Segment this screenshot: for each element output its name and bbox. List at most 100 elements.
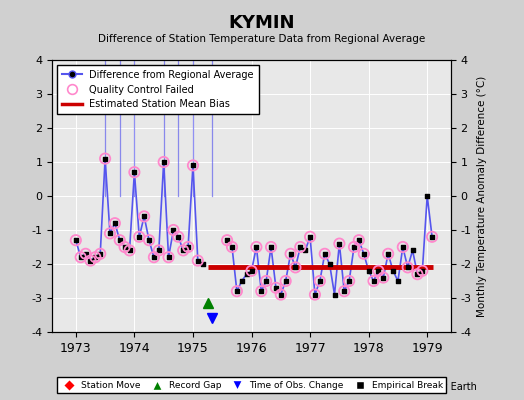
Legend: Station Move, Record Gap, Time of Obs. Change, Empirical Break: Station Move, Record Gap, Time of Obs. C… <box>57 377 446 394</box>
Point <box>296 244 304 250</box>
Point <box>199 261 207 267</box>
Point <box>165 254 173 260</box>
Point <box>91 254 100 260</box>
Point <box>350 244 358 250</box>
Point <box>77 254 85 260</box>
Point <box>335 240 344 247</box>
Point <box>228 244 236 250</box>
Point <box>321 250 329 257</box>
Y-axis label: Monthly Temperature Anomaly Difference (°C): Monthly Temperature Anomaly Difference (… <box>477 75 487 317</box>
Text: KYMIN: KYMIN <box>229 14 295 32</box>
Point <box>291 264 300 270</box>
Point <box>369 278 378 284</box>
Point <box>247 268 256 274</box>
Point <box>111 220 119 226</box>
Point <box>106 230 114 236</box>
Point <box>165 254 173 260</box>
Point <box>345 278 353 284</box>
Point <box>155 247 163 254</box>
Point <box>96 250 104 257</box>
Text: Difference of Station Temperature Data from Regional Average: Difference of Station Temperature Data f… <box>99 34 425 44</box>
Point <box>374 268 383 274</box>
Point <box>96 250 104 257</box>
Point <box>413 271 422 278</box>
Point <box>287 250 295 257</box>
Point <box>233 288 241 294</box>
Point <box>91 254 100 260</box>
Point <box>72 237 80 243</box>
Point <box>237 278 246 284</box>
Point <box>223 237 231 243</box>
Point <box>267 244 275 250</box>
Legend: Difference from Regional Average, Quality Control Failed, Estimated Station Mean: Difference from Regional Average, Qualit… <box>57 65 259 114</box>
Point <box>174 234 182 240</box>
Point <box>262 278 270 284</box>
Point <box>272 285 280 291</box>
Point <box>111 220 119 226</box>
Text: Berkeley Earth: Berkeley Earth <box>405 382 477 392</box>
Point <box>257 288 266 294</box>
Point <box>428 234 436 240</box>
Point <box>135 234 144 240</box>
Point <box>340 288 348 294</box>
Point <box>311 291 319 298</box>
Point <box>315 278 324 284</box>
Point <box>399 244 407 250</box>
Point <box>345 278 353 284</box>
Point <box>243 271 251 278</box>
Point <box>194 258 202 264</box>
Point <box>81 250 90 257</box>
Point <box>125 247 134 254</box>
Point <box>140 213 148 220</box>
Point <box>86 258 95 264</box>
Point <box>403 264 412 270</box>
Point <box>169 227 178 233</box>
Point <box>179 247 188 254</box>
Point <box>184 244 192 250</box>
Point <box>330 291 339 298</box>
Point <box>223 237 231 243</box>
Point <box>262 278 270 284</box>
Point <box>267 244 275 250</box>
Point <box>140 213 148 220</box>
Point <box>145 237 153 243</box>
Point <box>155 247 163 254</box>
Point <box>384 250 392 257</box>
Point <box>379 274 387 281</box>
Point <box>315 278 324 284</box>
Point <box>394 278 402 284</box>
Point <box>101 155 110 162</box>
Point <box>384 250 392 257</box>
Point <box>277 291 285 298</box>
Point <box>311 291 319 298</box>
Point <box>355 237 363 243</box>
Point <box>291 264 300 270</box>
Point <box>233 288 241 294</box>
Point <box>135 234 144 240</box>
Point <box>350 244 358 250</box>
Point <box>189 162 197 169</box>
Point <box>428 234 436 240</box>
Point <box>413 271 422 278</box>
Point <box>306 234 314 240</box>
Point <box>169 227 178 233</box>
Point <box>296 244 304 250</box>
Point <box>281 278 290 284</box>
Point <box>399 244 407 250</box>
Point <box>116 237 124 243</box>
Point <box>81 250 90 257</box>
Point <box>340 288 348 294</box>
Point <box>194 258 202 264</box>
Point <box>379 274 387 281</box>
Point <box>355 237 363 243</box>
Point <box>418 268 427 274</box>
Point <box>159 159 168 165</box>
Point <box>72 237 80 243</box>
Point <box>325 261 334 267</box>
Point <box>150 254 158 260</box>
Point <box>369 278 378 284</box>
Point <box>252 244 260 250</box>
Point <box>374 268 383 274</box>
Point <box>179 247 188 254</box>
Point <box>335 240 344 247</box>
